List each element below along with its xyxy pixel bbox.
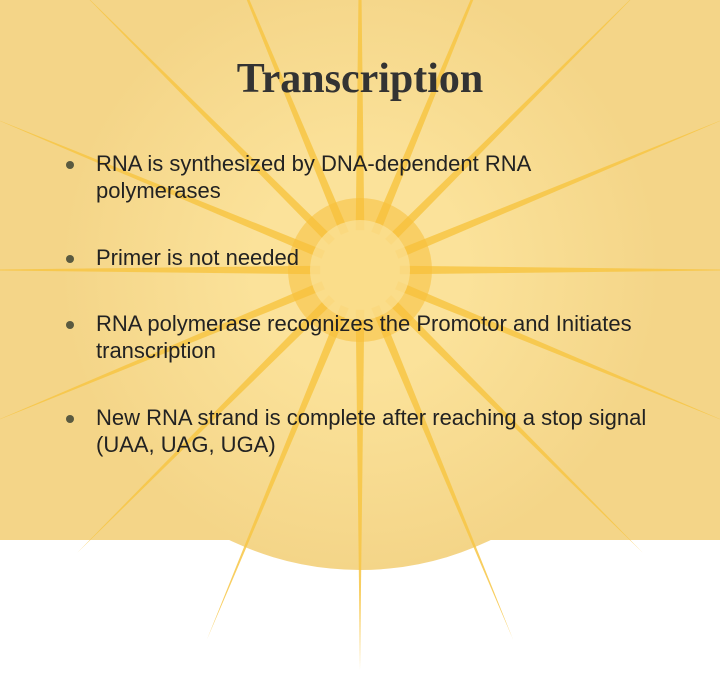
list-item: RNA is synthesized by DNA-dependent RNA … [60,151,660,205]
bullet-text: RNA polymerase recognizes the Promotor a… [96,311,632,363]
list-item: RNA polymerase recognizes the Promotor a… [60,311,660,365]
slide-title: Transcription [60,55,660,103]
bullet-text: RNA is synthesized by DNA-dependent RNA … [96,151,530,203]
slide: Transcription RNA is synthesized by DNA-… [0,0,720,540]
slide-content: Transcription RNA is synthesized by DNA-… [0,0,720,539]
bullet-text: Primer is not needed [96,245,299,270]
bullet-text: New RNA strand is complete after reachin… [96,405,646,457]
list-item: Primer is not needed [60,245,660,272]
bullet-list: RNA is synthesized by DNA-dependent RNA … [60,151,660,459]
list-item: New RNA strand is complete after reachin… [60,405,660,459]
